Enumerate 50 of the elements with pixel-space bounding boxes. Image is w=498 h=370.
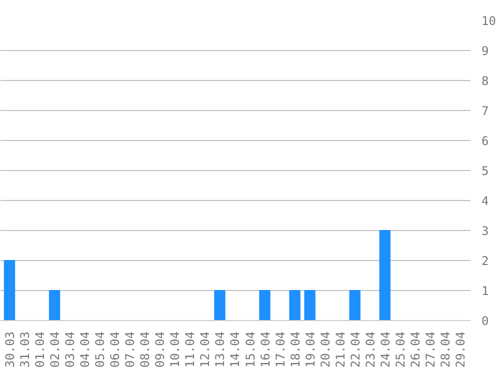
bar bbox=[289, 290, 300, 320]
x-tick-label: 19.04 bbox=[303, 332, 318, 368]
x-tick-label: 15.04 bbox=[243, 332, 258, 368]
x-tick-label: 08.04 bbox=[138, 332, 152, 368]
bar bbox=[379, 230, 391, 320]
x-tick-label: 06.04 bbox=[108, 332, 122, 368]
bar bbox=[4, 260, 16, 320]
y-tick-label: 2 bbox=[482, 254, 489, 268]
x-tick-label: 01.04 bbox=[33, 332, 48, 368]
x-tick-label: 12.04 bbox=[198, 332, 212, 368]
x-tick-label: 13.04 bbox=[213, 332, 228, 368]
x-tick-label: 10.04 bbox=[168, 332, 182, 368]
bar bbox=[214, 290, 226, 320]
x-tick-label: 21.04 bbox=[333, 332, 348, 368]
y-tick-label: 9 bbox=[482, 44, 489, 58]
x-tick-label: 26.04 bbox=[408, 332, 422, 368]
x-tick-label: 30.03 bbox=[3, 332, 18, 368]
x-tick-label: 29.04 bbox=[453, 332, 468, 368]
bar bbox=[304, 290, 316, 320]
y-tick-label: 10 bbox=[482, 14, 496, 28]
x-tick-label: 05.04 bbox=[93, 332, 108, 368]
y-tick-label: 0 bbox=[482, 314, 489, 328]
x-tick-label: 07.04 bbox=[123, 332, 138, 368]
x-tick-label: 11.04 bbox=[183, 332, 198, 368]
x-tick-label: 09.04 bbox=[153, 332, 168, 368]
x-tick-label: 16.04 bbox=[258, 332, 272, 368]
bar bbox=[48, 290, 60, 320]
y-tick-label: 7 bbox=[482, 104, 489, 118]
x-tick-label: 04.04 bbox=[78, 332, 92, 368]
x-tick-label: 18.04 bbox=[288, 332, 302, 368]
y-tick-label: 6 bbox=[482, 134, 489, 148]
y-tick-label: 8 bbox=[482, 74, 489, 88]
y-tick-label: 4 bbox=[482, 194, 489, 208]
y-tick-label: 3 bbox=[482, 224, 489, 238]
x-tick-label: 31.03 bbox=[18, 332, 32, 368]
x-tick-label: 17.04 bbox=[273, 332, 288, 368]
bar bbox=[259, 290, 270, 320]
y-tick-label: 1 bbox=[482, 284, 489, 298]
x-tick-label: 23.04 bbox=[363, 332, 378, 368]
x-tick-label: 03.04 bbox=[63, 332, 78, 368]
x-tick-label: 20.04 bbox=[318, 332, 332, 368]
x-tick-label: 14.04 bbox=[228, 332, 242, 368]
bar bbox=[349, 290, 360, 320]
x-tick-label: 27.04 bbox=[423, 332, 438, 368]
x-tick-label: 25.04 bbox=[393, 332, 408, 368]
x-tick-label: 24.04 bbox=[378, 332, 392, 368]
y-tick-label: 5 bbox=[482, 164, 489, 178]
x-tick-label: 22.04 bbox=[348, 332, 362, 368]
x-tick-label: 02.04 bbox=[48, 332, 62, 368]
x-tick-label: 28.04 bbox=[438, 332, 452, 368]
